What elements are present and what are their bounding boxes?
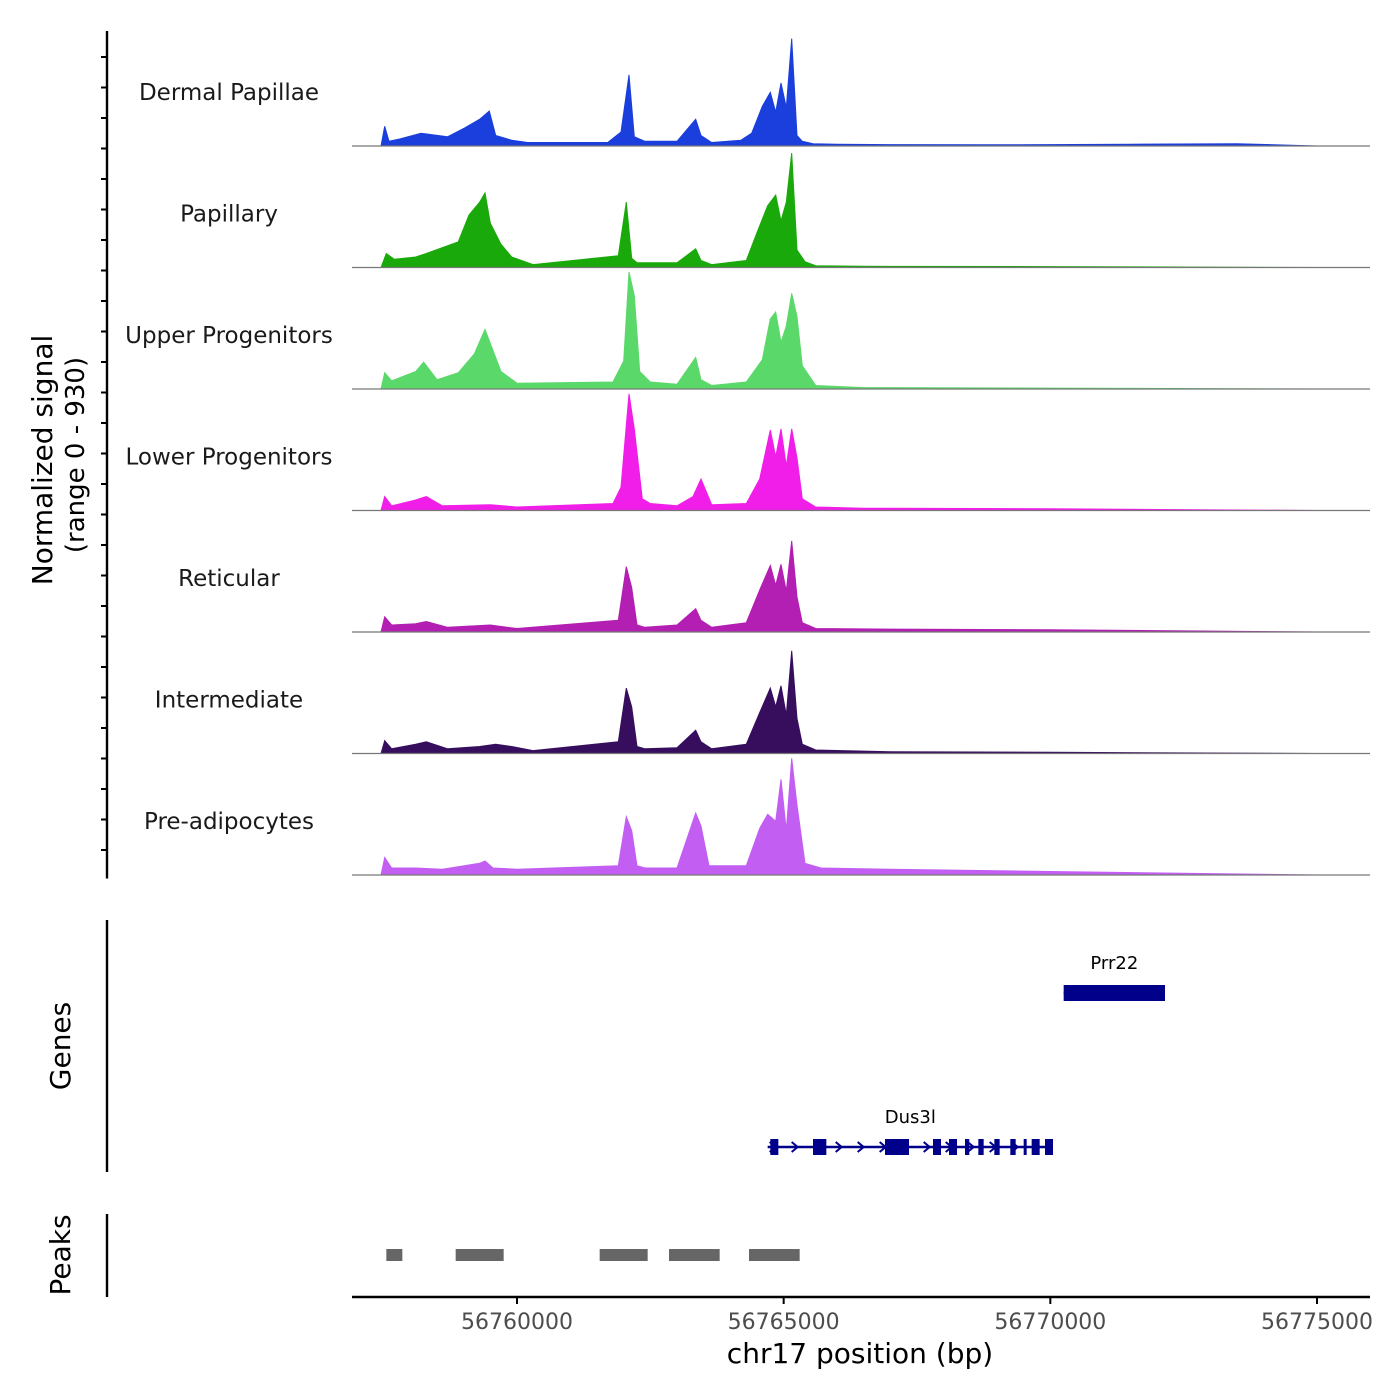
strand-arrow: [923, 1141, 932, 1153]
track-label: Intermediate: [155, 688, 303, 714]
peak: [455, 1249, 504, 1261]
gene-label: Prr22: [1090, 953, 1138, 974]
strand-arrow: [813, 1141, 822, 1153]
strand-arrow: [879, 1141, 888, 1153]
signal-area: [380, 393, 1318, 511]
strand-arrow: [1154, 987, 1163, 999]
tracks-y-axis: [101, 31, 109, 879]
track-label: Papillary: [180, 202, 278, 228]
track-lower-progenitors: Lower Progenitors: [126, 393, 1370, 512]
signal-area: [380, 153, 1318, 268]
signal-area: [380, 271, 1318, 390]
gene-exon: [1010, 1139, 1016, 1155]
strand-arrow: [791, 1141, 800, 1153]
strand-arrow: [967, 1141, 976, 1153]
gene-exon: [885, 1139, 909, 1155]
gene-label: Dus3l: [885, 1107, 936, 1128]
strand-arrow: [1132, 987, 1141, 999]
signal-area: [380, 758, 1318, 876]
gene-exon: [933, 1139, 941, 1155]
peak-track: [386, 1249, 800, 1261]
peak: [599, 1249, 648, 1261]
track-label: Pre-adipocytes: [144, 809, 314, 835]
peak: [669, 1249, 720, 1261]
y-axis-range-label: (range 0 - 930): [61, 357, 91, 553]
strand-arrow: [835, 1141, 844, 1153]
x-axis-ticks: 56760000 56765000 56770000 56775000: [461, 1297, 1373, 1335]
gene-exon: [1023, 1139, 1027, 1155]
signal-tracks: Dermal Papillae Papillary Upper Progenitor…: [125, 38, 1370, 876]
gene-track: Prr22 Dus3l: [767, 953, 1165, 1155]
signal-area: [380, 650, 1318, 754]
strand-arrow: [769, 1141, 778, 1153]
gene-prr22: Prr22: [1063, 953, 1165, 1001]
strand-arrow: [1033, 1141, 1042, 1153]
track-papillary: Papillary: [180, 153, 1370, 269]
genes-axis-label: Genes: [44, 1002, 77, 1090]
track-dermal-papillae: Dermal Papillae: [139, 38, 1370, 147]
track-pre-adipocytes: Pre-adipocytes: [144, 758, 1370, 876]
gene-exon: [1063, 985, 1165, 1001]
gene-dus3l: Dus3l: [767, 1107, 1053, 1155]
strand-arrow: [901, 1141, 910, 1153]
gene-exon: [965, 1139, 970, 1155]
y-axis-label: Normalized signal: [26, 335, 59, 586]
peak: [386, 1249, 403, 1261]
peak: [749, 1249, 800, 1261]
track-label: Dermal Papillae: [139, 80, 319, 106]
track-label: Reticular: [178, 566, 280, 592]
strand-arrow: [1110, 987, 1119, 999]
strand-arrow: [989, 1141, 998, 1153]
strand-arrow: [857, 1141, 866, 1153]
x-tick-label: 56775000: [1261, 1310, 1373, 1335]
x-tick-label: 56765000: [728, 1310, 840, 1335]
peaks-axis-label: Peaks: [44, 1214, 77, 1295]
track-label: Lower Progenitors: [126, 445, 333, 471]
signal-area: [380, 38, 1318, 147]
gene-exon: [1045, 1139, 1053, 1155]
x-tick-label: 56770000: [994, 1310, 1106, 1335]
x-tick-label: 56760000: [461, 1310, 573, 1335]
strand-arrow: [1066, 987, 1075, 999]
x-axis-label: chr17 position (bp): [727, 1337, 993, 1370]
strand-arrow: [945, 1141, 954, 1153]
track-reticular: Reticular: [178, 540, 1370, 633]
track-upper-progenitors: Upper Progenitors: [125, 271, 1370, 390]
strand-arrow: [1011, 1141, 1020, 1153]
signal-area: [380, 540, 1318, 633]
strand-arrow: [1088, 987, 1097, 999]
gene-exon: [978, 1139, 984, 1155]
track-label: Upper Progenitors: [125, 323, 333, 349]
track-intermediate: Intermediate: [155, 650, 1370, 755]
gene-exon: [1031, 1139, 1040, 1155]
